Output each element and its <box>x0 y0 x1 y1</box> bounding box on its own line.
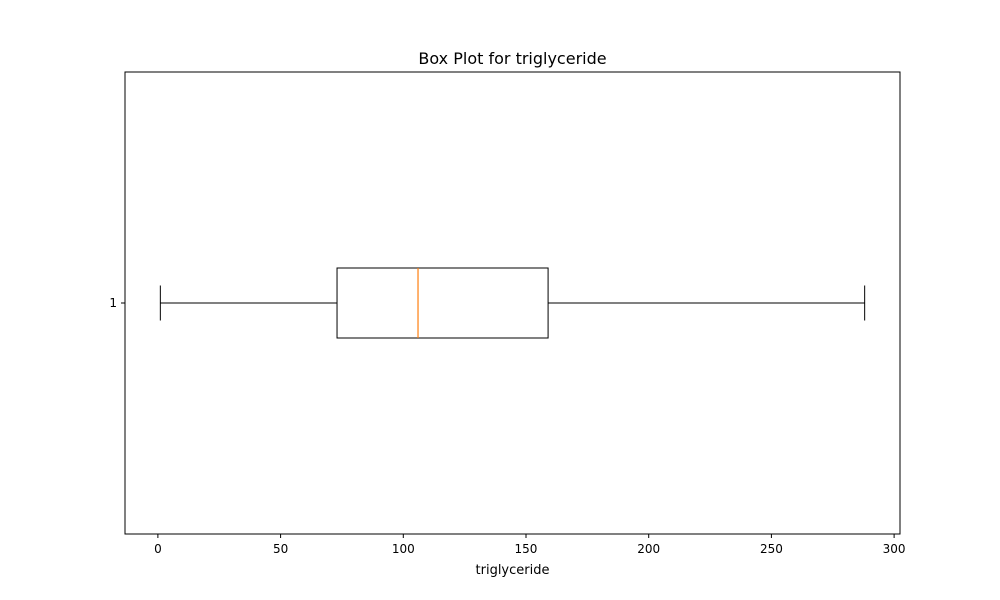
boxes-group <box>159 267 866 339</box>
iqr-box <box>336 267 549 339</box>
x-tick-label: 0 <box>154 542 162 556</box>
x-tick-label: 200 <box>637 542 660 556</box>
x-tick-label: 300 <box>883 542 906 556</box>
y-tick-label: 1 <box>109 296 117 310</box>
plot-area <box>124 71 901 535</box>
x-tick-label: 250 <box>760 542 783 556</box>
x-tick-label: 50 <box>273 542 288 556</box>
x-tick-label: 150 <box>515 542 538 556</box>
chart-title: Box Plot for triglyceride <box>418 49 606 68</box>
x-axis: 0 50 100 150 200 250 300 <box>154 534 906 556</box>
x-tick-label: 100 <box>392 542 415 556</box>
y-axis: 1 <box>109 296 125 310</box>
x-axis-label: triglyceride <box>476 563 550 578</box>
